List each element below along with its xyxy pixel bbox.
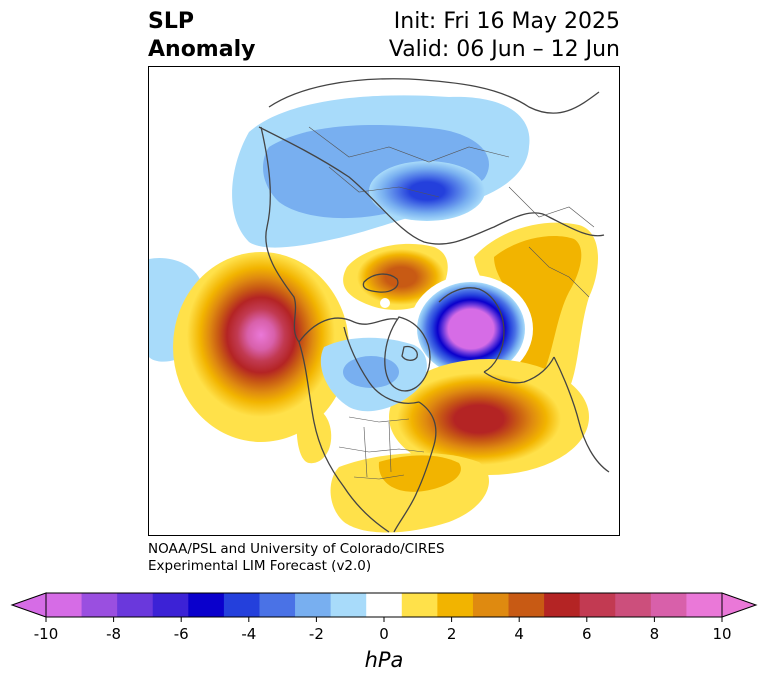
colorbar-swatch [117,593,154,617]
colorbar: -10 -8 -6 -4 -2 0 2 4 6 8 10 [10,592,758,643]
colorbar-tick-label: 6 [582,625,592,643]
colorbar-tick-label: 4 [514,625,524,643]
title-quantity: Anomaly [148,37,256,62]
colorbar-tick-label: -4 [241,625,256,643]
country-borders [308,126,595,480]
colorbar-swatch [437,593,474,617]
colorbar-swatch [401,593,438,617]
credit-line-2: Experimental LIM Forecast (v2.0) [148,558,372,574]
anomaly-west-atlantic-inner [378,455,461,492]
colorbar-tick-label: -10 [34,625,59,643]
colorbar-tick-label: -8 [106,625,121,643]
colorbar-swatch [579,593,616,617]
valid-period: Valid: 06 Jun – 12 Jun [388,37,620,62]
anomaly-north-atlantic [397,373,561,465]
colorbar-swatch [508,593,545,617]
colorbar-swatch [223,593,260,617]
colorbar-swatch [259,593,296,617]
colorbar-swatch [472,593,510,617]
colorbar-tick-label: -2 [309,625,324,643]
colorbar-tick-label: 2 [447,625,457,643]
colorbar-swatch [81,593,118,617]
colorbar-swatch [544,593,581,617]
colorbar-tick-label: -6 [174,625,189,643]
map-title: SLP Anomaly [148,8,255,64]
colorbar-tick-label: 8 [650,625,660,643]
colorbar-swatch [650,593,687,617]
forecast-dates: Init: Fri 16 May 2025 Valid: 06 Jun – 12… [389,8,620,64]
title-variable: SLP [148,9,194,34]
colorbar-swatch [152,593,189,617]
init-date: Init: Fri 16 May 2025 [393,9,620,34]
colorbar-swatch [686,593,723,617]
anomaly-beaufort-core [357,249,445,305]
colorbar-swatch [615,593,652,617]
colorbar-extend-low [10,592,47,618]
colorbar-swatch [46,593,83,617]
colorbar-swatch [330,593,367,617]
anomaly-map [149,78,610,533]
coastlines [258,78,610,533]
colorbar-tick-label: 0 [379,625,389,643]
anomaly-west-coast-positive [296,405,332,464]
missing-data-spot [380,298,390,308]
colorbar-swatch [366,593,403,617]
colorbar-extend-high [721,592,758,618]
colorbar-tick-label: 10 [712,625,731,643]
anomaly-siberia-core [369,161,485,221]
credit-line-1: NOAA/PSL and University of Colorado/CIRE… [148,541,445,557]
colorbar-swatch [188,593,225,617]
colorbar-swatch [295,593,332,617]
anomaly-north-pacific [187,253,335,417]
map-panel [148,66,620,536]
credit: NOAA/PSL and University of Colorado/CIRE… [148,541,445,575]
colorbar-unit: hPa [364,648,404,672]
